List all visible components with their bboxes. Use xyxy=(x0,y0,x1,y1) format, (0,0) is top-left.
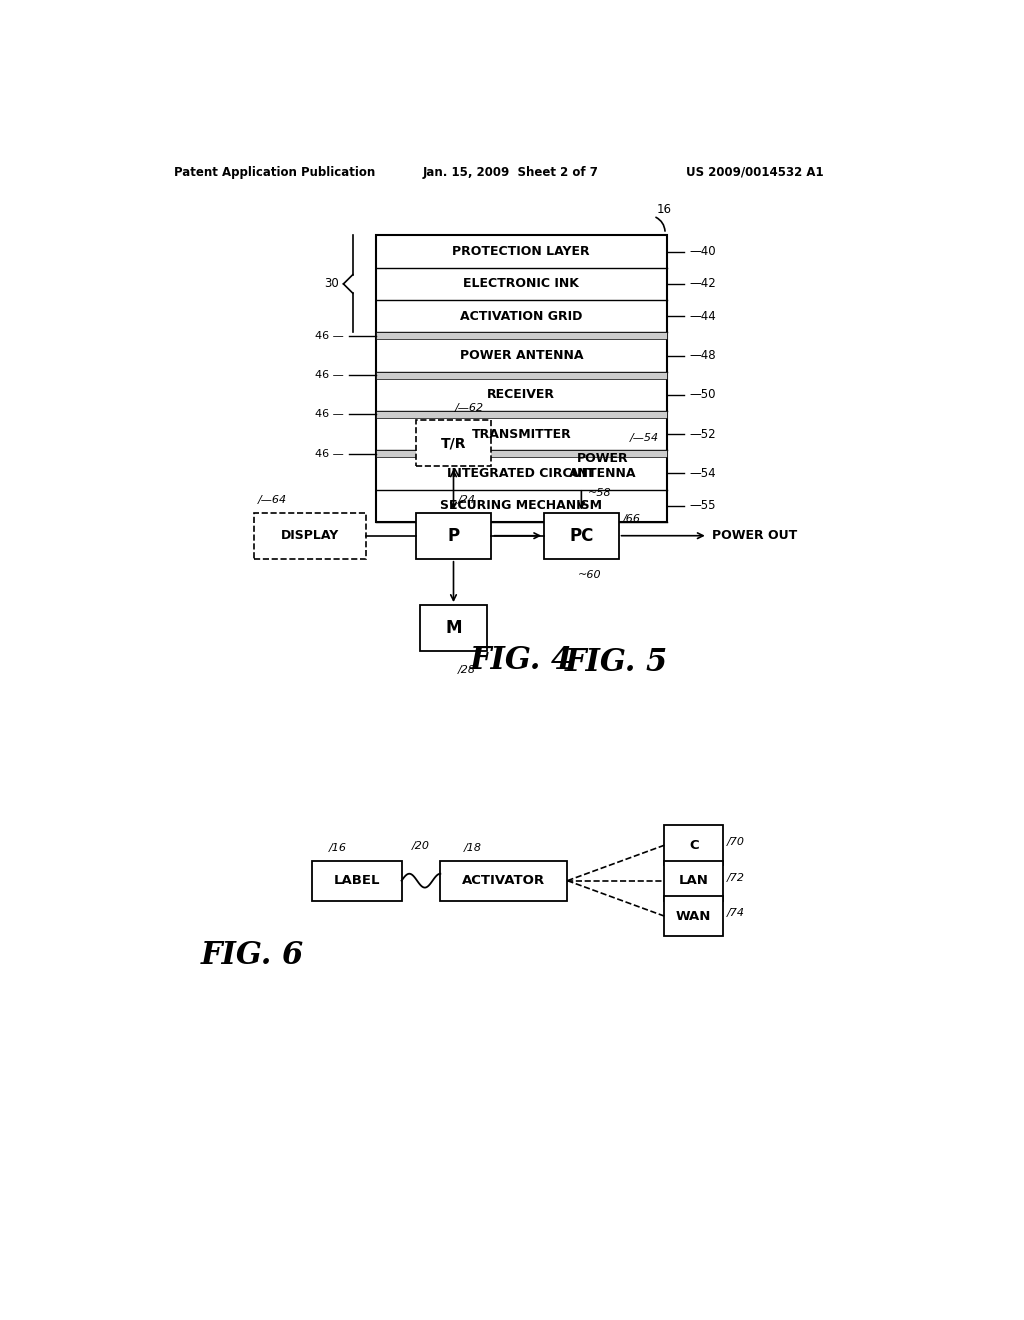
Text: 46 —: 46 — xyxy=(314,409,343,420)
Text: POWER ANTENNA: POWER ANTENNA xyxy=(460,348,583,362)
Text: —54: —54 xyxy=(690,467,717,480)
Text: POWER OUT: POWER OUT xyxy=(712,529,797,543)
Text: ~58: ~58 xyxy=(588,488,611,499)
Text: 46 —: 46 — xyxy=(314,449,343,458)
Text: /—64: /—64 xyxy=(258,495,288,506)
Text: —48: —48 xyxy=(690,348,717,362)
Text: /74: /74 xyxy=(727,908,745,917)
Text: SECURING MECHANISM: SECURING MECHANISM xyxy=(440,499,602,512)
Bar xyxy=(376,450,667,457)
Text: P: P xyxy=(447,527,460,545)
Bar xyxy=(376,333,667,339)
Text: FIG. 5: FIG. 5 xyxy=(564,647,668,678)
Bar xyxy=(665,896,723,936)
Text: /70: /70 xyxy=(727,837,745,847)
Text: WAN: WAN xyxy=(676,909,712,923)
Text: POWER
ANTENNA: POWER ANTENNA xyxy=(569,453,637,480)
Text: 16: 16 xyxy=(656,203,672,216)
Bar xyxy=(254,512,366,558)
Bar xyxy=(376,235,667,521)
Text: 46 —: 46 — xyxy=(314,370,343,380)
Text: —50: —50 xyxy=(690,388,717,401)
Bar xyxy=(311,861,401,900)
Text: —44: —44 xyxy=(690,310,717,323)
Text: /16: /16 xyxy=(329,843,347,853)
Bar xyxy=(665,861,723,900)
Text: US 2009/0014532 A1: US 2009/0014532 A1 xyxy=(686,166,823,178)
Text: /66: /66 xyxy=(623,515,640,524)
Text: RECEIVER: RECEIVER xyxy=(487,388,555,401)
Text: FIG. 4: FIG. 4 xyxy=(469,645,572,676)
Bar xyxy=(665,825,723,866)
Text: —55: —55 xyxy=(690,499,717,512)
Text: LABEL: LABEL xyxy=(334,874,380,887)
Text: 46 —: 46 — xyxy=(314,331,343,341)
Text: /72: /72 xyxy=(727,873,745,883)
Bar xyxy=(376,372,667,379)
Text: ELECTRONIC INK: ELECTRONIC INK xyxy=(464,277,580,290)
Text: DISPLAY: DISPLAY xyxy=(281,529,339,543)
Text: ACTIVATION GRID: ACTIVATION GRID xyxy=(460,310,583,323)
Text: INTEGRATED CIRCUIT: INTEGRATED CIRCUIT xyxy=(447,467,595,480)
Text: TRANSMITTER: TRANSMITTER xyxy=(471,428,571,441)
Text: —52: —52 xyxy=(690,428,717,441)
Text: PROTECTION LAYER: PROTECTION LAYER xyxy=(453,246,590,259)
Text: /24: /24 xyxy=(458,495,475,506)
Text: ~60: ~60 xyxy=(578,570,601,579)
Text: 30: 30 xyxy=(324,277,339,290)
Text: /—62: /—62 xyxy=(455,403,484,413)
Bar xyxy=(544,512,618,558)
Bar xyxy=(417,420,490,466)
Text: Jan. 15, 2009  Sheet 2 of 7: Jan. 15, 2009 Sheet 2 of 7 xyxy=(423,166,598,178)
Text: —42: —42 xyxy=(690,277,717,290)
Text: M: M xyxy=(445,619,462,638)
Text: /20: /20 xyxy=(412,841,430,851)
Text: Patent Application Publication: Patent Application Publication xyxy=(174,166,376,178)
Text: PC: PC xyxy=(569,527,594,545)
Bar xyxy=(417,512,490,558)
Text: T/R: T/R xyxy=(440,437,466,450)
Text: FIG. 6: FIG. 6 xyxy=(201,940,304,970)
Text: LAN: LAN xyxy=(679,874,709,887)
Text: /—54: /—54 xyxy=(630,433,658,444)
Text: C: C xyxy=(689,838,698,851)
Text: —40: —40 xyxy=(690,246,717,259)
Text: /18: /18 xyxy=(464,843,481,853)
Bar xyxy=(376,411,667,418)
Text: ACTIVATOR: ACTIVATOR xyxy=(462,874,546,887)
Text: /28: /28 xyxy=(458,665,475,675)
Bar xyxy=(420,605,487,651)
Bar xyxy=(440,861,567,900)
